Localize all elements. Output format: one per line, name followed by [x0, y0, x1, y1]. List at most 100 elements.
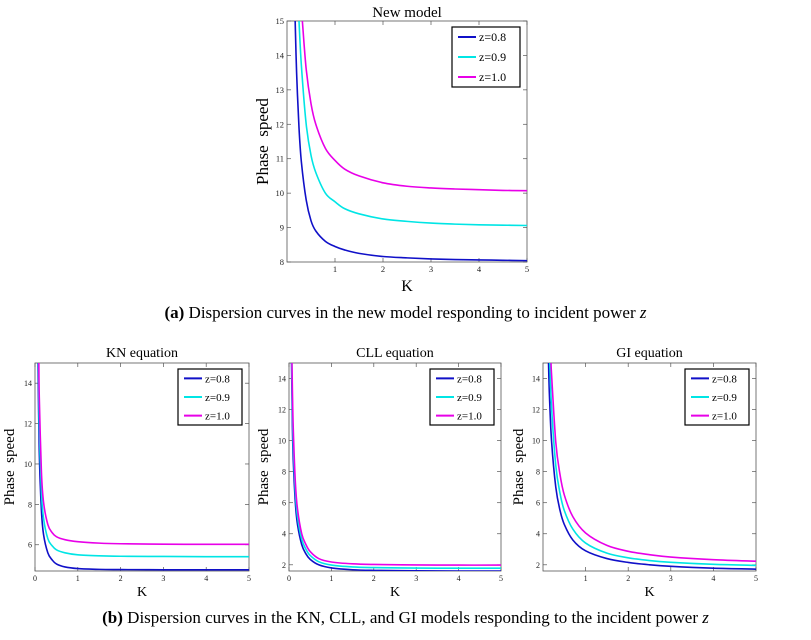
legend-label: z=0.8: [712, 373, 737, 385]
x-tick-label: 1: [329, 574, 333, 583]
x-tick-label: 2: [119, 574, 123, 583]
y-tick-label: 6: [282, 499, 286, 508]
x-tick-label: 0: [33, 574, 37, 583]
series-line-z-0-9: [549, 363, 756, 567]
series-line-z-1-0: [550, 363, 756, 563]
caption-a-text: Dispersion curves in the new model respo…: [188, 303, 636, 322]
legend-label: z=0.8: [479, 30, 506, 44]
legend: z=0.8 z=0.9 z=1.0: [429, 368, 495, 426]
y-tick-label: 6: [536, 499, 540, 508]
series-line-z-1-0: [291, 363, 501, 566]
x-tick-label: 1: [76, 574, 80, 583]
x-tick-label: 4: [457, 574, 461, 583]
y-tick-label: 12: [24, 420, 32, 429]
x-tick-label: 4: [711, 574, 715, 583]
x-tick-label: 0: [287, 574, 291, 583]
y-tick-label: 2: [536, 561, 540, 570]
x-tick-label: 4: [204, 574, 208, 583]
y-tick-label: 10: [278, 437, 286, 446]
series-line-z-0-8: [294, 21, 527, 262]
legend-label: z=0.9: [479, 50, 506, 64]
series-line-z-1-0: [38, 363, 249, 546]
y-tick-label: 9: [280, 223, 284, 233]
x-tick-label: 3: [161, 574, 165, 583]
y-tick-label: 6: [28, 541, 32, 550]
y-tick-label: 14: [532, 375, 540, 384]
series-line-z-0-9: [37, 363, 249, 558]
legend-label: z=1.0: [205, 411, 230, 423]
series-line-z-0-8: [37, 363, 249, 571]
y-tick-label: 10: [532, 437, 540, 446]
x-tick-label: 1: [333, 264, 337, 274]
x-tick-label: 5: [525, 264, 529, 274]
x-tick-label: 3: [429, 264, 433, 274]
plot-frame: [542, 362, 757, 572]
y-tick-label: 14: [278, 375, 286, 384]
x-tick-label: 5: [499, 574, 503, 583]
caption-a-label: (a): [164, 303, 185, 322]
y-tick-label: 12: [532, 406, 540, 415]
y-tick-label: 2: [282, 561, 286, 570]
chart-title: New model: [372, 5, 442, 21]
caption-a: (a) Dispersion curves in the new model r…: [0, 303, 811, 323]
x-axis-label: K: [644, 585, 654, 600]
y-tick-label: 8: [282, 468, 286, 477]
x-axis-label: K: [137, 585, 147, 600]
y-tick-label: 10: [276, 188, 285, 198]
y-tick-label: 8: [536, 468, 540, 477]
y-tick-label: 8: [28, 500, 32, 509]
legend-label: z=1.0: [712, 411, 737, 423]
x-tick-label: 5: [247, 574, 251, 583]
chart-title: CLL equation: [356, 346, 434, 361]
caption-a-var: z: [639, 303, 647, 322]
plot-frame: [34, 362, 250, 572]
x-tick-label: 3: [669, 574, 673, 583]
y-tick-label: 4: [536, 530, 540, 539]
y-tick-label: 10: [24, 460, 32, 469]
plot-frame: [286, 20, 528, 263]
y-tick-label: 13: [276, 85, 285, 95]
y-tick-label: 12: [278, 406, 286, 415]
y-axis-label: Phase speed: [2, 428, 18, 505]
legend: z=0.8 z=0.9 z=1.0: [177, 368, 243, 426]
x-tick-label: 1: [584, 574, 588, 583]
legend-label: z=1.0: [457, 411, 482, 423]
legend: z=0.8 z=0.9 z=1.0: [684, 368, 750, 426]
legend-label: z=0.9: [712, 392, 737, 404]
x-tick-label: 3: [414, 574, 418, 583]
legend-label: z=0.8: [205, 373, 230, 385]
series-line-z-0-9: [298, 21, 527, 227]
chart-title: KN equation: [106, 346, 178, 361]
x-tick-label: 2: [626, 574, 630, 583]
legend-label: z=0.9: [205, 392, 230, 404]
legend: z=0.8 z=0.9 z=1.0: [451, 26, 521, 88]
caption-b-label: (b): [102, 608, 123, 627]
caption-b-text: Dispersion curves in the KN, CLL, and GI…: [127, 608, 698, 627]
caption-b: (b) Dispersion curves in the KN, CLL, an…: [0, 608, 811, 628]
y-axis-label: Phase speed: [256, 428, 272, 505]
y-tick-label: 15: [276, 16, 285, 26]
series-line-z-0-8: [547, 363, 756, 570]
x-tick-label: 5: [754, 574, 758, 583]
x-tick-label: 2: [372, 574, 376, 583]
series-line-z-1-0: [301, 21, 527, 192]
y-tick-label: 8: [280, 257, 284, 267]
legend-label: z=0.8: [457, 373, 482, 385]
y-tick-label: 14: [276, 50, 285, 60]
y-tick-label: 11: [276, 154, 284, 164]
y-axis-label: Phase speed: [253, 98, 272, 185]
x-axis-label: K: [390, 585, 400, 600]
legend-label: z=0.9: [457, 392, 482, 404]
caption-b-var: z: [702, 608, 709, 627]
x-axis-label: K: [401, 278, 413, 295]
y-tick-label: 14: [24, 379, 32, 388]
legend-label: z=1.0: [479, 70, 506, 84]
chart-title: GI equation: [616, 346, 682, 361]
x-tick-label: 2: [381, 264, 385, 274]
y-axis-label: Phase speed: [511, 428, 527, 505]
